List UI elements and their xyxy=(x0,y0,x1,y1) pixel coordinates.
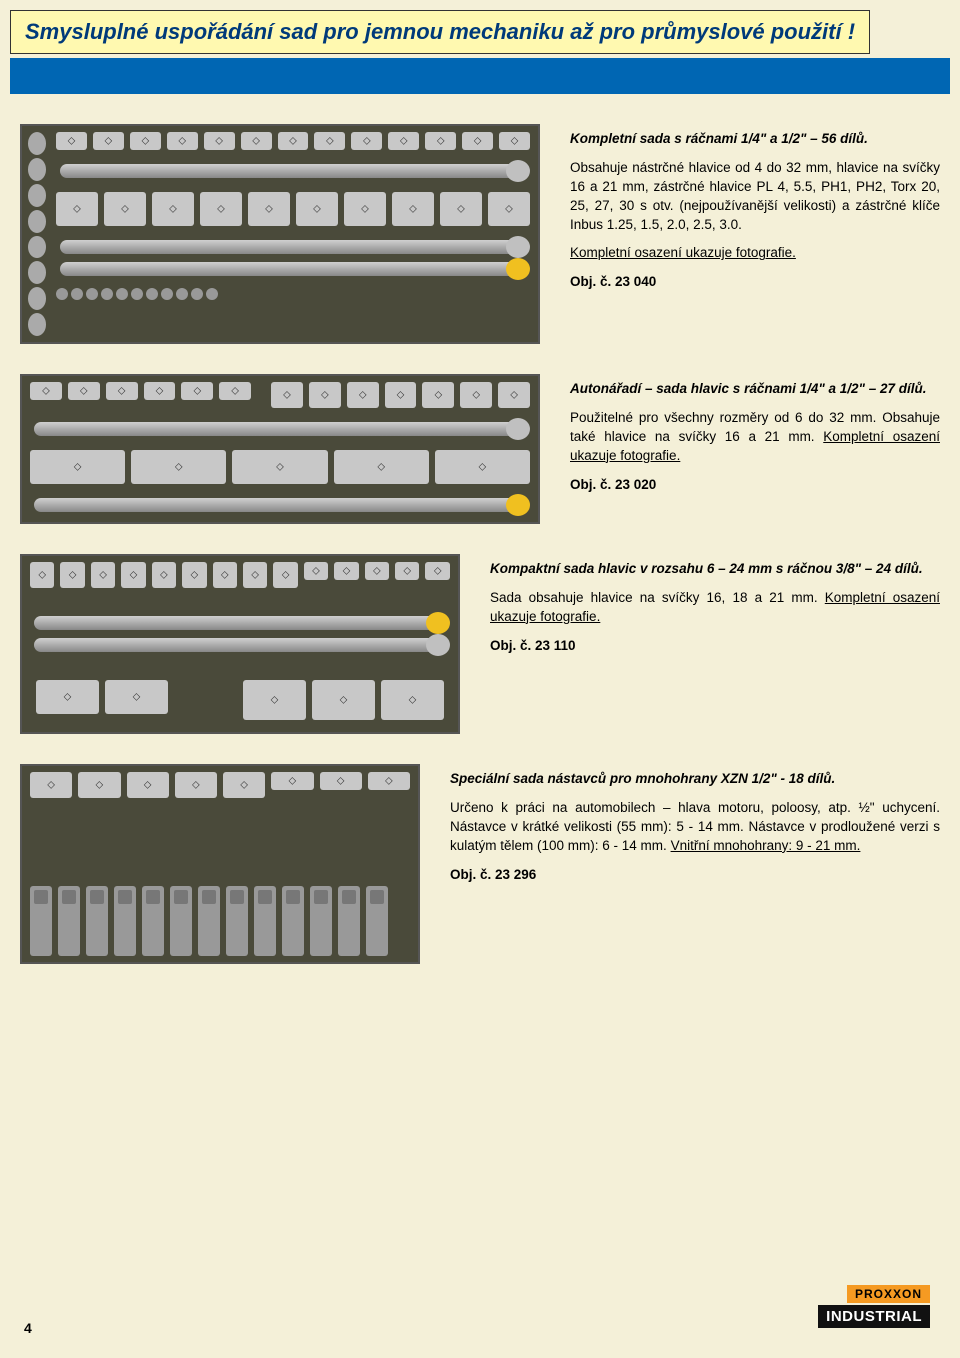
product-obj: Obj. č. 23 296 xyxy=(450,866,940,885)
header-blue-bar xyxy=(10,58,950,94)
product-description: Kompletní sada s ráčnami 1/4" a 1/2" – 5… xyxy=(570,124,940,302)
logo-line: INDUSTRIAL xyxy=(818,1305,930,1328)
product-description: Kompaktní sada hlavic v rozsahu 6 – 24 m… xyxy=(490,554,940,666)
product-image-3 xyxy=(20,554,460,734)
product-row: Kompletní sada s ráčnami 1/4" a 1/2" – 5… xyxy=(20,124,940,344)
product-body: Obsahuje nástrčné hlavice od 4 do 32 mm,… xyxy=(570,159,940,235)
product-image-2 xyxy=(20,374,540,524)
page-title: Smysluplné uspořádání sad pro jemnou mec… xyxy=(25,19,855,45)
product-obj: Obj. č. 23 020 xyxy=(570,476,940,495)
page-title-banner: Smysluplné uspořádání sad pro jemnou mec… xyxy=(10,10,870,54)
product-title: Autonářadí – sada hlavic s ráčnami 1/4" … xyxy=(570,380,940,399)
product-link: Kompletní osazení ukazuje fotografie. xyxy=(570,244,940,263)
product-body: Sada obsahuje hlavice na svíčky 16, 18 a… xyxy=(490,590,818,605)
product-row: Kompaktní sada hlavic v rozsahu 6 – 24 m… xyxy=(20,554,940,734)
product-title: Kompletní sada s ráčnami 1/4" a 1/2" – 5… xyxy=(570,130,940,149)
product-obj: Obj. č. 23 110 xyxy=(490,637,940,656)
product-image-4 xyxy=(20,764,420,964)
brand-logo: PROXXON INDUSTRIAL xyxy=(818,1285,930,1328)
product-description: Autonářadí – sada hlavic s ráčnami 1/4" … xyxy=(570,374,940,504)
product-title: Speciální sada nástavců pro mnohohrany X… xyxy=(450,770,940,789)
product-row: Speciální sada nástavců pro mnohohrany X… xyxy=(20,764,940,964)
logo-brand: PROXXON xyxy=(847,1285,930,1303)
product-image-1 xyxy=(20,124,540,344)
product-title: Kompaktní sada hlavic v rozsahu 6 – 24 m… xyxy=(490,560,940,579)
product-obj: Obj. č. 23 040 xyxy=(570,273,940,292)
page-number: 4 xyxy=(24,1320,32,1336)
product-description: Speciální sada nástavců pro mnohohrany X… xyxy=(450,764,940,894)
product-link: Vnitřní mnohohrany: 9 - 21 mm. xyxy=(671,838,861,853)
product-row: Autonářadí – sada hlavic s ráčnami 1/4" … xyxy=(20,374,940,524)
